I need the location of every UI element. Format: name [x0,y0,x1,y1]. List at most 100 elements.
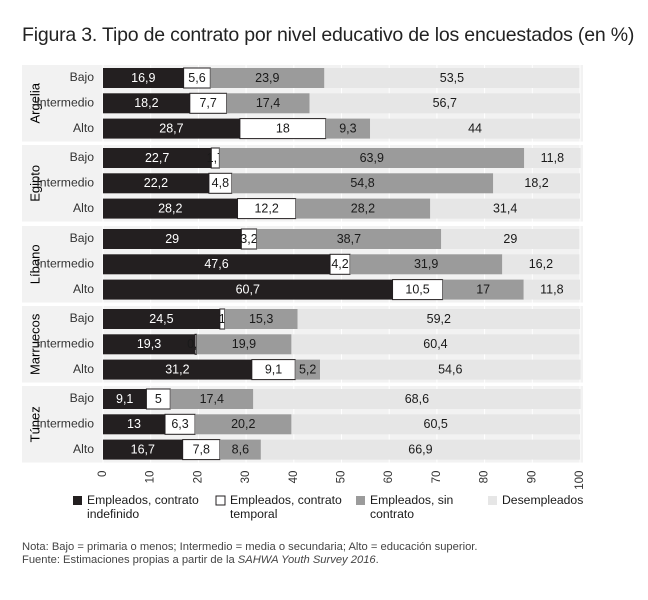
data-label: 60,4 [423,337,447,351]
data-label: 16,2 [529,257,553,271]
bar-segment [103,68,184,88]
bar-segment [224,309,298,329]
legend-swatch [356,496,365,505]
bar-segment [231,173,494,194]
note-text: Nota: Bajo = primaria o menos; Intermedi… [22,541,478,553]
data-label: 19,9 [232,337,256,351]
bar-segment [524,148,581,168]
data-label: 5,6 [188,71,205,85]
tick-label: 70 [431,471,443,484]
bar-segment [103,93,190,114]
bar-segment [103,198,238,219]
level-label: Intermedio [36,337,94,351]
data-label: 47,6 [204,257,228,271]
data-label: 31,9 [414,257,438,271]
bar-segment [291,414,580,435]
data-label: 60,5 [424,417,448,431]
data-label: 4,2 [331,257,348,271]
bar-segment [291,334,580,355]
bar-segment [103,389,147,409]
data-label: 29 [165,232,179,246]
data-label: 28,7 [159,121,183,135]
data-label: 53,5 [440,71,464,85]
tick-label: 50 [336,471,348,484]
legend-label: Desempleados [502,493,583,507]
bar-segment [103,309,220,329]
chart-title: Figura 3. Tipo de contrato por nivel edu… [22,24,635,46]
bar-segment [103,173,209,194]
bar-segment [103,254,331,275]
data-label: 24,5 [149,312,173,326]
bar-segment [103,148,212,168]
data-label: 60,7 [236,282,260,296]
bar-segment [320,359,581,380]
data-label: 9,1 [116,392,133,406]
data-label: 31,4 [493,201,517,215]
data-label: 12,2 [254,201,278,215]
tick-label: 60 [383,471,395,484]
bar-segment [226,93,310,114]
source-survey-name: SAHWA Youth Survey 2016 [237,554,376,566]
bar-segment [295,198,431,219]
level-label: Alto [73,121,94,135]
bar-segment [103,279,393,300]
tick-label: 30 [240,471,252,484]
bar-segment [370,118,580,139]
legend-label: contrato [370,507,414,521]
data-label: 18,2 [134,96,158,110]
tick-label: 20 [192,471,204,484]
data-label: 63,9 [360,151,384,165]
bar-segment [103,334,196,355]
bar-segment [295,359,321,380]
bar-segment [210,68,325,88]
bar-segment [219,439,261,460]
data-label: 7,7 [199,96,216,110]
data-label: 19,3 [137,337,161,351]
country-label: Líbano [27,244,42,284]
data-label: 38,7 [337,232,361,246]
data-label: 23,9 [255,71,279,85]
bar-segment [325,118,371,139]
country-label: Marruecos [27,313,42,375]
data-label: 68,6 [405,392,429,406]
data-label: 16,9 [131,71,155,85]
tick-label: 40 [288,471,300,484]
data-label: 56,7 [433,96,457,110]
bar-segment [297,309,580,329]
data-label: 9,1 [265,362,282,376]
bar-segment [196,334,292,355]
data-label: 59,2 [427,312,451,326]
data-label: 5 [155,392,162,406]
data-label: 22,2 [144,176,168,190]
data-label: 10,5 [405,282,429,296]
bar-segment [103,359,252,380]
data-label: 4,8 [212,176,229,190]
chart-notes: Nota: Bajo = primaria o menos; Intermedi… [22,541,478,567]
level-label: Alto [73,442,94,456]
bar-segment [256,229,442,249]
country-label: Argelia [27,82,42,123]
data-label: 28,2 [351,201,375,215]
level-label: Intermedio [36,96,94,110]
bar-segment [170,389,254,409]
data-label: 5,2 [299,362,316,376]
data-label: 54,6 [438,362,462,376]
bar-segment [309,93,580,114]
bar-segment [182,439,221,461]
bar-segment [441,229,580,249]
bar-segment [350,254,503,275]
level-label: Bajo [70,311,95,325]
country-label: Túnez [27,406,42,442]
bar-segment [253,389,581,409]
level-label: Intermedio [36,257,94,271]
tick-label: 0 [97,471,109,477]
level-label: Bajo [70,391,95,405]
bar-segment [523,279,580,300]
data-label: 3,2 [240,232,257,246]
bar-segment [103,439,183,460]
bar-segment [430,198,580,219]
tick-label: 100 [574,471,586,490]
data-label: 31,2 [165,362,189,376]
bar-segment [493,173,580,194]
level-label: Alto [73,282,94,296]
